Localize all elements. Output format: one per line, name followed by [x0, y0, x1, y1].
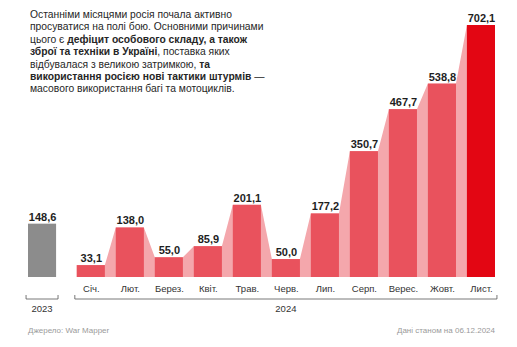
svg-text:Січ.: Січ. [83, 283, 100, 294]
svg-text:Лют.: Лют. [121, 283, 140, 294]
svg-text:Серп.: Серп. [352, 283, 377, 294]
svg-text:50,0: 50,0 [276, 246, 297, 258]
svg-text:2024: 2024 [275, 303, 296, 314]
svg-text:702,1: 702,1 [468, 12, 496, 24]
svg-text:Верес.: Верес. [389, 283, 419, 294]
svg-text:201,1: 201,1 [234, 192, 262, 204]
svg-text:467,7: 467,7 [390, 96, 418, 108]
svg-text:Трав.: Трав. [236, 283, 260, 294]
svg-text:Берез.: Берез. [155, 283, 184, 294]
svg-text:Черв.: Черв. [274, 283, 299, 294]
svg-text:Жовт.: Жовт. [430, 283, 455, 294]
svg-text:177,2: 177,2 [312, 200, 340, 212]
svg-text:85,9: 85,9 [198, 233, 219, 245]
svg-text:33,1: 33,1 [81, 252, 102, 264]
svg-text:350,7: 350,7 [351, 138, 379, 150]
html-text:Останніми місяцями росія почал: Останніми місяцями росія почала активно … [30, 9, 265, 95]
svg-text:Лист.: Лист. [470, 283, 492, 294]
svg-text:2023: 2023 [31, 303, 52, 314]
html-text:Дані станом на 06.12.2024: Дані станом на 06.12.2024 [397, 326, 495, 335]
svg-text:Квіт.: Квіт. [199, 283, 218, 294]
svg-text:148,6: 148,6 [29, 211, 57, 223]
svg-text:138,0: 138,0 [117, 214, 145, 226]
svg-text:538,8: 538,8 [429, 71, 457, 83]
html-text:Джерело: War Mapper: Джерело: War Mapper [28, 326, 110, 335]
svg-text:55,0: 55,0 [159, 244, 180, 256]
svg-text:Лип.: Лип. [316, 283, 335, 294]
